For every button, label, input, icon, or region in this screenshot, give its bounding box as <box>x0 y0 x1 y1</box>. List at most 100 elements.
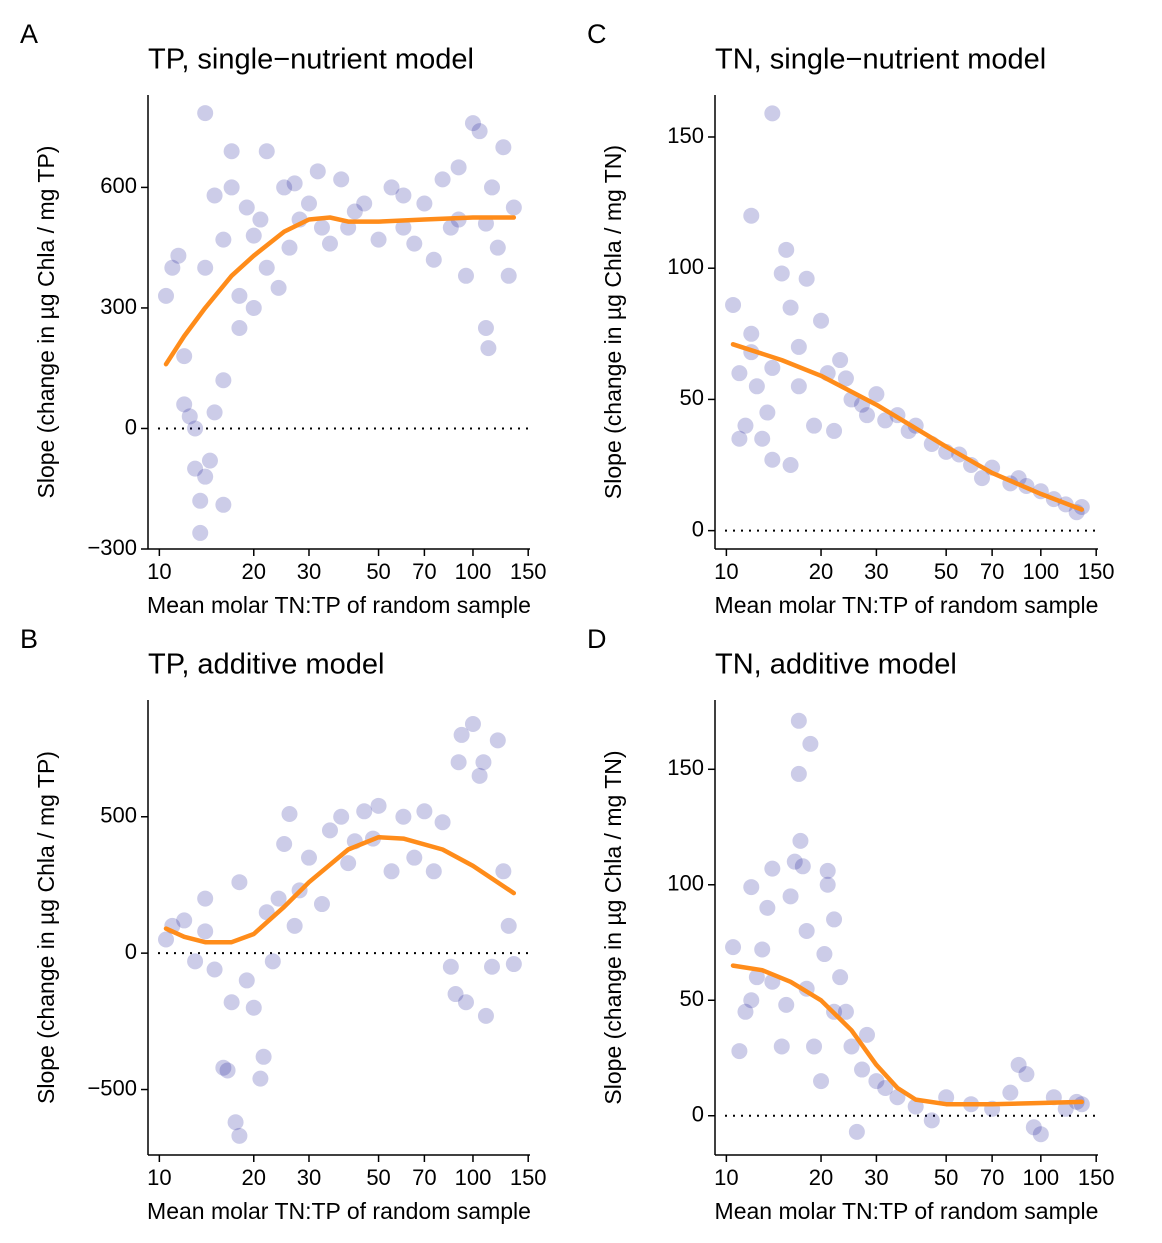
x-tick-label: 100 <box>455 1165 492 1190</box>
y-tick-label: 0 <box>125 939 137 964</box>
y-tick-label: 150 <box>667 123 704 148</box>
data-point <box>1002 1084 1019 1101</box>
data-point <box>489 239 506 256</box>
x-tick-label: 70 <box>412 1165 436 1190</box>
data-point <box>321 822 338 839</box>
data-point <box>425 863 442 880</box>
data-point <box>731 1043 748 1060</box>
y-tick-label: −300 <box>87 535 137 560</box>
data-point <box>370 231 387 248</box>
smooth-line <box>730 963 1085 1107</box>
data-point <box>731 430 748 447</box>
data-point <box>826 911 843 928</box>
data-point <box>813 1073 830 1090</box>
data-point <box>477 320 494 337</box>
y-tick-label: −500 <box>87 1075 137 1100</box>
data-point <box>1057 1100 1074 1117</box>
data-point <box>806 1038 823 1055</box>
y-tick-label: 50 <box>680 986 704 1011</box>
data-point <box>356 195 373 212</box>
data-point <box>258 143 275 160</box>
data-point <box>505 956 522 973</box>
x-tick-label: 30 <box>864 1165 888 1190</box>
data-point <box>832 352 849 369</box>
data-point <box>176 912 193 929</box>
data-point <box>848 1123 865 1140</box>
x-tick-label: 10 <box>714 559 738 584</box>
data-point <box>889 1089 906 1106</box>
x-tick-label: 50 <box>366 1165 390 1190</box>
data-point <box>725 939 742 956</box>
data-point <box>223 179 240 196</box>
data-point <box>464 115 481 132</box>
data-point <box>826 422 843 439</box>
data-point <box>176 396 193 413</box>
data-point <box>270 890 287 907</box>
data-point <box>231 287 248 304</box>
data-point <box>754 430 771 447</box>
x-tick-label: 50 <box>934 559 958 584</box>
x-tick-label: 100 <box>1022 559 1059 584</box>
y-tick-label: 150 <box>667 755 704 780</box>
smooth-line <box>163 834 517 945</box>
data-point <box>231 320 248 337</box>
data-point <box>450 754 467 771</box>
data-point <box>164 259 181 276</box>
x-axis-title: Mean molar TN:TP of random sample <box>147 1198 531 1224</box>
y-tick-label: 100 <box>667 871 704 896</box>
data-point <box>192 492 209 509</box>
x-tick-label: 10 <box>147 1165 171 1190</box>
data-point <box>158 287 175 304</box>
data-point <box>245 999 262 1016</box>
data-point <box>743 992 760 1009</box>
data-point <box>425 251 442 268</box>
data-point <box>252 1070 269 1087</box>
x-axis-title: Mean molar TN:TP of random sample <box>147 592 531 618</box>
data-point <box>281 239 298 256</box>
panel-label: D <box>587 624 607 654</box>
panel: C TN, single−nutrient model Mean molar TN:… <box>587 19 1115 618</box>
data-point <box>206 187 223 204</box>
y-tick-label: 100 <box>667 254 704 279</box>
y-tick-label: 600 <box>100 173 137 198</box>
panel-label: A <box>20 19 38 49</box>
data-point <box>170 247 187 264</box>
data-point <box>252 211 269 228</box>
data-point <box>286 917 303 934</box>
data-point <box>743 207 760 224</box>
data-point <box>346 203 363 220</box>
data-point <box>356 803 373 820</box>
y-axis-title: Slope (change in µg Chla / mg TN) <box>600 145 626 499</box>
y-tick-label: 500 <box>100 803 137 828</box>
data-point <box>395 187 412 204</box>
x-tick-label: 70 <box>980 559 1004 584</box>
data-point <box>333 808 350 825</box>
data-point <box>764 105 781 122</box>
data-point <box>181 408 198 425</box>
data-point <box>434 814 451 831</box>
data-point <box>806 417 823 434</box>
y-tick-label: 0 <box>692 516 704 541</box>
data-point <box>286 175 303 192</box>
data-point <box>759 404 776 421</box>
data-point <box>442 958 459 975</box>
x-tick-label: 30 <box>297 1165 321 1190</box>
y-tick-label: 50 <box>680 385 704 410</box>
panel-title: TP, single−nutrient model <box>148 44 474 76</box>
data-point <box>434 171 451 188</box>
data-point <box>276 179 293 196</box>
data-point <box>197 105 214 122</box>
data-point <box>773 1038 790 1055</box>
data-point <box>923 1112 940 1129</box>
data-point <box>206 404 223 421</box>
data-point <box>832 969 849 986</box>
data-point <box>759 899 776 916</box>
data-point <box>264 953 281 970</box>
data-point <box>270 279 287 296</box>
data-point <box>333 171 350 188</box>
data-point <box>1025 1119 1042 1136</box>
data-point <box>192 524 209 541</box>
data-point <box>907 1098 924 1115</box>
data-point <box>754 941 771 958</box>
data-point <box>868 386 885 403</box>
